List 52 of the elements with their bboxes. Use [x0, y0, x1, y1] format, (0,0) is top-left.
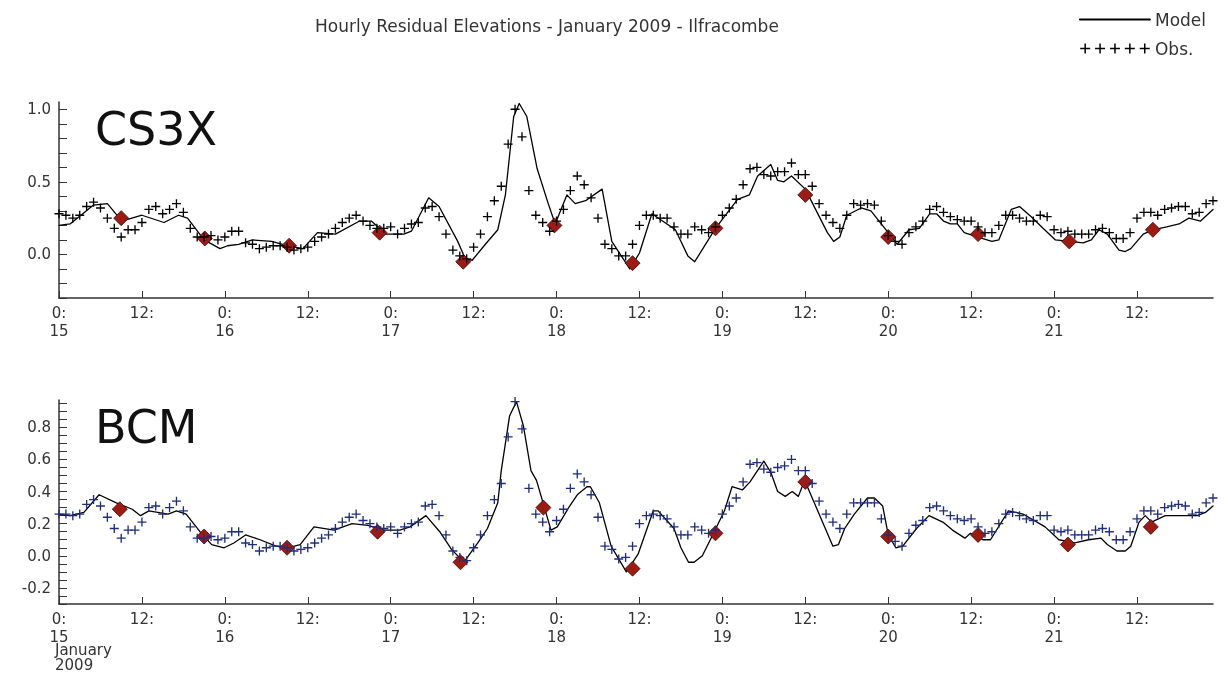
annotation: BCM — [95, 400, 198, 454]
x-tick-label: 0: 19 — [712, 304, 732, 340]
y-tick-label: 0.0 — [27, 546, 51, 565]
x-tick-label: 0: 20 — [878, 304, 898, 340]
x-tick-label: 0: 21 — [1044, 304, 1064, 340]
x-tick-label: 0: 17 — [381, 610, 401, 646]
point — [797, 187, 814, 203]
x-tick-label: 12: — [129, 610, 154, 628]
y-tick-label: 1.0 — [27, 100, 51, 119]
y-tick-label: -0.2 — [21, 578, 51, 597]
legend-label: Model — [1154, 9, 1207, 30]
x-tick-label: 12: — [959, 304, 984, 322]
x-tick-label: 0: 15 — [49, 304, 69, 340]
point — [624, 560, 641, 577]
x-tick-label: 12: — [295, 304, 320, 322]
y-tick-label: 0.0 — [27, 245, 51, 264]
x-tick-label: 12: — [295, 610, 320, 628]
point — [797, 474, 814, 490]
x-tick-label: 0: 18 — [546, 304, 567, 340]
x-tick-label: 0: 21 — [1044, 610, 1064, 646]
point — [1144, 221, 1161, 238]
point — [624, 255, 641, 272]
y-tick-label: 0.5 — [27, 172, 51, 191]
y-tick-label: 0.8 — [27, 418, 51, 437]
x-tick-label: 0: 17 — [381, 304, 401, 340]
x-tick-label: 0: 20 — [878, 610, 898, 646]
y-tick-label: 0.6 — [27, 450, 51, 469]
annotation: CS3X — [95, 102, 218, 156]
x-tick-label: 12: — [1124, 610, 1150, 628]
x-tick-label: 12: — [461, 610, 486, 628]
point — [113, 210, 130, 227]
x-tick-label: 12: — [1124, 304, 1150, 322]
x-tick-label: 12: — [793, 610, 818, 628]
point — [1061, 233, 1078, 250]
x-tick-label: 12: — [129, 304, 154, 322]
x-tick-label: 0: 16 — [215, 610, 235, 646]
x-tick-label: 12: — [627, 610, 652, 628]
x-tick-label: 12: — [793, 304, 818, 322]
point — [111, 501, 128, 518]
legend-label: Obs. — [1154, 38, 1194, 59]
point — [535, 499, 552, 516]
y-tick-label: 0.4 — [27, 482, 51, 501]
y-tick-label: 0.2 — [27, 514, 51, 533]
x-tick-label: 0: 19 — [712, 610, 732, 646]
x-tick-label: 12: — [461, 304, 486, 322]
x-tick-label: 0: 18 — [546, 610, 567, 646]
point — [1142, 519, 1159, 535]
x-tick-label: 12: — [627, 304, 652, 322]
point — [1059, 536, 1076, 553]
x-tick-label: 0: 16 — [215, 304, 235, 340]
x-tick-label: 12: — [959, 610, 984, 628]
chart-title: Hourly Residual Elevations - January 2009 - Ilfracombe — [315, 15, 779, 36]
